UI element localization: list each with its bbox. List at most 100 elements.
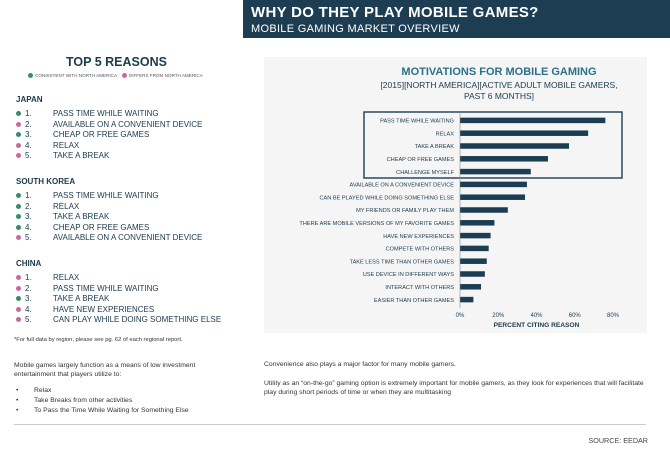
reason-number: 3. [25, 212, 32, 221]
reason-label: PASS TIME WHILE WAITING [53, 191, 159, 200]
category-label: INTERACT WITH OTHERS [385, 285, 454, 291]
bar [460, 143, 570, 149]
category-label: TAKE A BREAK [415, 144, 455, 150]
reason-number: 1. [25, 273, 32, 282]
consistent-icon [16, 296, 21, 302]
footer-divider [14, 424, 646, 425]
reason-number: 4. [25, 222, 32, 232]
x-tick-label: 20% [492, 313, 505, 319]
reason-label: AVAILABLE ON A CONVENIENT DEVICE [53, 233, 203, 242]
convenience-paragraph: Convenience also plays a major factor fo… [264, 361, 456, 368]
intro-paragraph: Mobile games largely function as a means… [14, 362, 196, 378]
consistent-icon [16, 224, 21, 230]
reason-item: 2. PASS TIME WHILE WAITING [16, 284, 159, 293]
bar [460, 130, 589, 136]
reason-label: PASS TIME WHILE WAITING [53, 283, 159, 293]
bar [460, 207, 508, 213]
region-heading: JAPAN [16, 95, 43, 104]
differs-icon [16, 285, 21, 291]
category-label: CHEAP OR FREE GAMES [387, 157, 455, 163]
top-reasons-title: TOP 5 REASONS [66, 55, 167, 69]
bullet-item: To Pass the Time While Waiting for Somet… [34, 407, 189, 414]
reason-item: 4. HAVE NEW EXPERIENCES [16, 305, 154, 314]
chart-subtitle: PAST 6 MONTHS] [464, 91, 534, 101]
reason-number: 4. [25, 304, 32, 314]
reason-number: 5. [25, 315, 32, 324]
utility-paragraph: Utility as an “on-the-go” gaming option … [264, 380, 644, 396]
reason-label: TAKE A BREAK [53, 151, 110, 160]
bullet-item: Take Breaks from other activities [34, 397, 133, 404]
reason-item: 5. AVAILABLE ON A CONVENIENT DEVICE [16, 233, 202, 242]
reason-number: 5. [25, 233, 32, 242]
consistent-icon [16, 203, 21, 209]
consistent-icon [16, 214, 21, 220]
bar [460, 245, 489, 252]
chart-panel: MOTIVATIONS FOR MOBILE GAMING [2015][NORT… [264, 57, 647, 333]
reason-label: RELAX [53, 201, 80, 211]
bar [460, 168, 531, 175]
reason-label: CHEAP OR FREE GAMES [53, 222, 150, 232]
category-label: CHALLENGE MYSELF [396, 170, 454, 176]
bar [460, 296, 474, 303]
category-label: AVAILABLE ON A CONVENIENT DEVICE [350, 183, 455, 189]
reason-number: 1. [25, 191, 32, 200]
reason-item: 1. PASS TIME WHILE WAITING [16, 191, 159, 200]
consistent-icon [28, 73, 33, 79]
reason-label: HAVE NEW EXPERIENCES [53, 304, 155, 314]
reason-item: 5. TAKE A BREAK [16, 151, 109, 160]
category-label: HAVE NEW EXPERIENCES [383, 234, 454, 240]
consistent-icon [16, 193, 21, 199]
category-label: CAN BE PLAYED WHILE DOING SOMETHING ELSE [320, 195, 455, 201]
top-five-highlight-box [363, 111, 623, 179]
reason-number: 3. [25, 294, 32, 303]
reason-item: 2. AVAILABLE ON A CONVENIENT DEVICE [16, 120, 202, 129]
category-label: PASS TIME WHILE WAITING [380, 119, 454, 125]
category-label: USE DEVICE IN DIFFERENT WAYS [363, 272, 455, 278]
category-label: THERE ARE MOBILE VERSIONS OF MY FAVORITE… [299, 221, 454, 227]
differs-icon [16, 306, 21, 312]
differs-icon [121, 73, 127, 79]
chart-subtitle: [2015][NORTH AMERICA][ACTIVE ADULT MOBIL… [380, 80, 617, 90]
reason-item: 4. CHEAP OR FREE GAMES [16, 223, 149, 232]
reason-item: 2. RELAX [16, 202, 79, 211]
differs-icon [16, 235, 21, 241]
differs-icon [16, 275, 21, 281]
bar [460, 194, 526, 200]
reason-item: 3. TAKE A BREAK [16, 294, 109, 303]
reason-label: RELAX [53, 273, 80, 282]
chart-title: MOTIVATIONS FOR MOBILE GAMING [401, 66, 596, 78]
reason-number: 1. [25, 109, 32, 118]
differs-icon [16, 142, 21, 148]
reason-item: 5. CAN PLAY WHILE DOING SOMETHING ELSE [16, 315, 221, 324]
category-label: MY FRIENDS OR FAMILY PLAY THEM [356, 208, 454, 214]
bullet-icon: • [16, 407, 19, 414]
reason-item: 3. CHEAP OR FREE GAMES [16, 130, 149, 139]
x-tick-label: 40% [530, 313, 543, 319]
bar [460, 258, 487, 264]
category-label: EASIER THAN OTHER GAMES [374, 298, 454, 304]
differs-icon [16, 121, 21, 127]
reason-number: 3. [25, 130, 32, 139]
status-legend: CONSISTENT WITH NORTH AMERICA DIFFERS FR… [28, 73, 203, 79]
bar [460, 220, 495, 226]
page-title: WHY DO THEY PLAY MOBILE GAMES? [251, 4, 539, 21]
reason-label: TAKE A BREAK [53, 212, 110, 221]
bar [460, 284, 482, 290]
reason-label: TAKE A BREAK [53, 294, 110, 303]
reason-item: 1. RELAX [16, 273, 79, 282]
differs-icon [16, 317, 21, 323]
region-heading: CHINA [16, 259, 42, 268]
reason-item: 4. RELAX [16, 141, 79, 150]
reason-item: 3. TAKE A BREAK [16, 212, 109, 221]
category-label: TAKE LESS TIME THAN OTHER GAMES [350, 259, 455, 265]
differs-icon [16, 153, 21, 159]
reason-number: 2. [25, 119, 32, 129]
bar [460, 232, 491, 239]
consistent-icon [16, 132, 21, 138]
bullet-icon: • [16, 387, 19, 394]
reason-label: CAN PLAY WHILE DOING SOMETHING ELSE [53, 315, 222, 324]
x-tick-label: 80% [607, 313, 620, 319]
legend-consistent: CONSISTENT WITH NORTH AMERICA [35, 73, 117, 78]
page-subtitle: MOBILE GAMING MARKET OVERVIEW [251, 23, 460, 35]
reason-number: 4. [25, 140, 32, 150]
